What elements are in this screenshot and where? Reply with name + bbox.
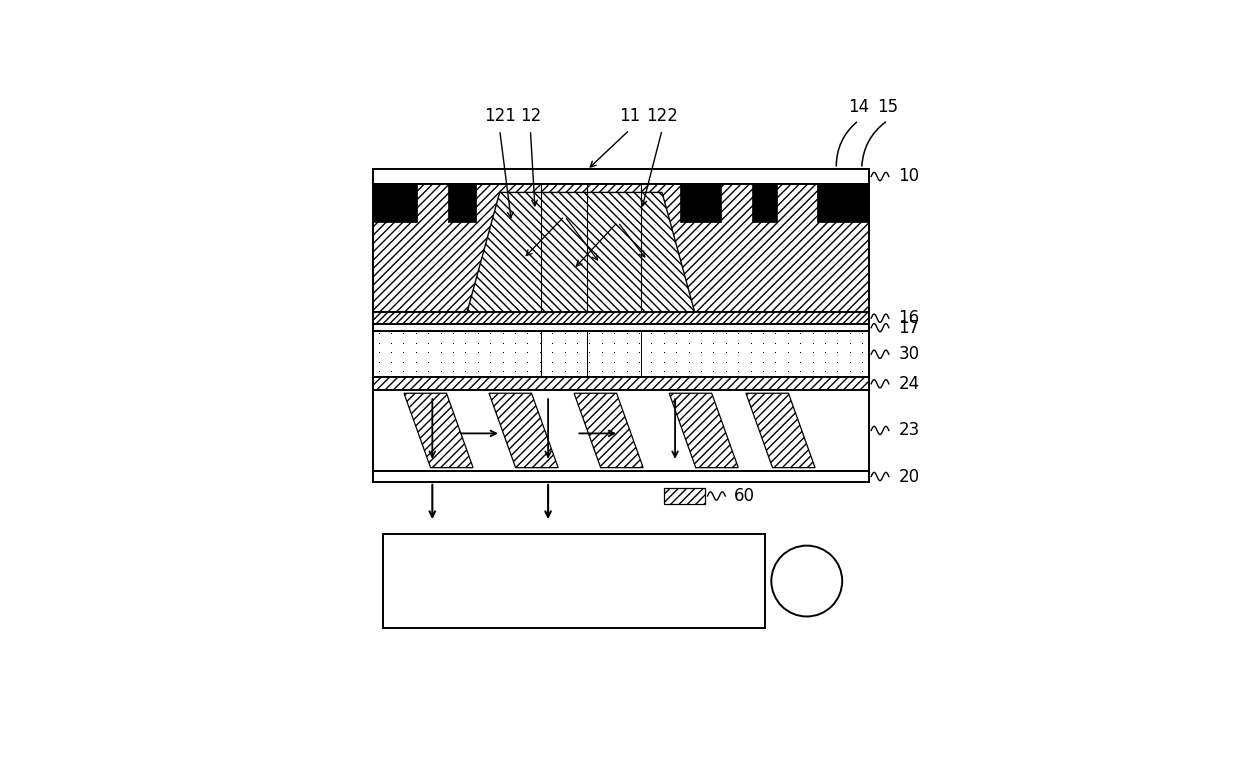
Bar bbox=[373, 331, 869, 377]
Text: 23: 23 bbox=[898, 421, 920, 439]
Bar bbox=[373, 390, 869, 471]
Bar bbox=[373, 183, 869, 311]
Text: 20: 20 bbox=[898, 468, 919, 486]
Text: 14: 14 bbox=[848, 97, 869, 116]
Bar bbox=[448, 183, 476, 222]
Bar bbox=[373, 183, 417, 222]
Bar bbox=[373, 311, 869, 324]
Text: 16: 16 bbox=[898, 309, 919, 328]
Text: 17: 17 bbox=[898, 318, 919, 337]
Bar bbox=[663, 488, 706, 504]
Bar bbox=[751, 183, 777, 222]
Polygon shape bbox=[404, 393, 474, 468]
Text: 12: 12 bbox=[520, 107, 541, 125]
Bar bbox=[373, 169, 869, 183]
Polygon shape bbox=[489, 393, 558, 468]
Bar bbox=[373, 324, 869, 331]
Text: 30: 30 bbox=[898, 345, 919, 364]
Bar bbox=[681, 183, 722, 222]
Text: 121: 121 bbox=[484, 107, 516, 125]
Bar bbox=[383, 534, 765, 628]
Text: 11: 11 bbox=[619, 107, 640, 125]
Text: 122: 122 bbox=[646, 107, 678, 125]
Text: 24: 24 bbox=[898, 375, 919, 393]
Polygon shape bbox=[670, 393, 738, 468]
Bar bbox=[373, 377, 869, 390]
Text: 10: 10 bbox=[898, 167, 919, 186]
Polygon shape bbox=[467, 193, 694, 311]
Bar bbox=[817, 183, 869, 222]
Polygon shape bbox=[746, 393, 815, 468]
Polygon shape bbox=[574, 393, 644, 468]
Text: 60: 60 bbox=[734, 487, 754, 505]
Text: 15: 15 bbox=[877, 97, 898, 116]
Bar bbox=[373, 471, 869, 482]
